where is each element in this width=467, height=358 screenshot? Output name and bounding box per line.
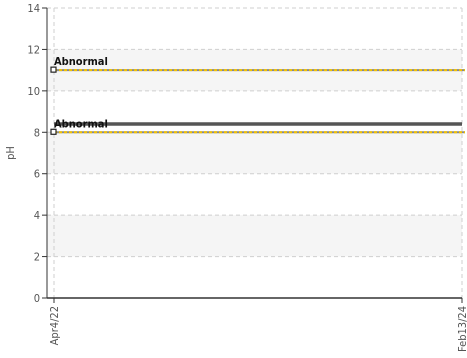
- reference-marker: [50, 66, 57, 73]
- y-ticks: 0 2 4 6 8 10 12 14: [27, 2, 47, 305]
- y-tick-label: 0: [34, 292, 40, 305]
- reference-marker: [50, 128, 57, 135]
- y-tick-label: 2: [34, 251, 40, 264]
- y-tick-label: 12: [27, 43, 40, 56]
- reference-line-label: Abnormal: [54, 117, 108, 130]
- x-tick-label: Feb13/24: [456, 306, 467, 352]
- background-band: [47, 215, 462, 257]
- y-tick-label: 14: [27, 2, 40, 15]
- y-tick-label: 4: [34, 209, 40, 222]
- background-bands: [47, 49, 462, 257]
- reference-line-label: Abnormal: [54, 55, 108, 68]
- background-band: [47, 132, 462, 174]
- axes: [46, 8, 462, 299]
- reference-lines: Abnormal Abnormal: [50, 55, 465, 135]
- x-tick-label: Apr4/22: [48, 306, 61, 345]
- y-tick-label: 8: [34, 126, 40, 139]
- y-axis-title: pH: [4, 146, 17, 160]
- y-tick-label: 6: [34, 168, 40, 181]
- y-tick-label: 10: [27, 85, 40, 98]
- x-ticks: Apr4/22 Feb13/24: [48, 298, 467, 352]
